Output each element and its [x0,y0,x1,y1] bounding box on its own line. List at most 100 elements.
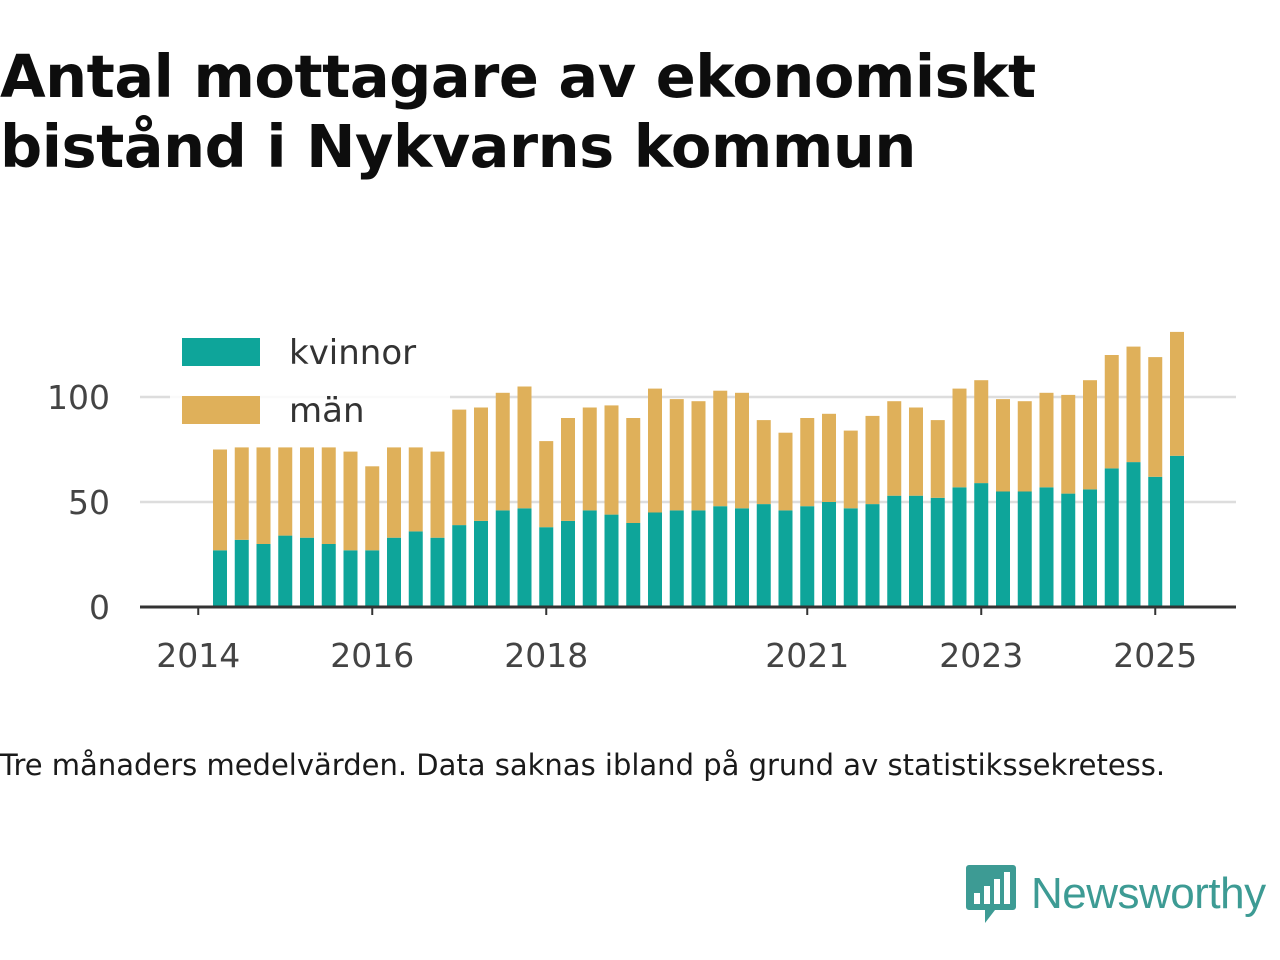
bar-kvinnor [996,491,1010,607]
bar-man [930,420,945,498]
bar-man [974,380,989,484]
brand-name: Newsworthy [1031,869,1266,918]
bar-man [234,447,249,540]
bar-kvinnor [321,544,336,607]
bar-man [909,407,923,496]
legend-swatch-man [182,396,260,424]
brand-logo: Newsworthy [965,862,1266,926]
bar-man [474,407,488,521]
bar-kvinnor [778,510,793,607]
x-tick-label: 2018 [504,636,588,675]
bar-kvinnor [452,525,467,607]
x-tick-label: 2021 [765,636,849,675]
bar-man [822,413,836,502]
bar-man [865,415,880,505]
bar-kvinnor [474,520,488,607]
bar-kvinnor [1148,476,1163,607]
bar-kvinnor [300,537,314,607]
bar-kvinnor [1083,489,1097,607]
bar-kvinnor [843,508,858,607]
bar-kvinnor [648,512,662,607]
bar-kvinnor [1126,462,1141,607]
bar-man [735,392,749,509]
bar-man [321,447,336,544]
bar-man [887,401,902,496]
bar-man [517,386,532,509]
bar-man [626,418,641,523]
y-tick-label: 50 [68,483,110,522]
bar-man [1083,380,1097,490]
x-axis-ticks: 2014 2016 2018 2021 2023 2025 [156,607,1197,675]
bar-man [343,451,358,551]
bar-kvinnor [865,504,880,607]
bar-kvinnor [213,550,227,607]
bar-man [1148,357,1163,477]
bar-kvinnor [234,539,249,607]
bar-man [713,390,728,507]
page-title: Antal mottagare av ekonomiskt bistånd i … [0,42,1036,181]
bars [213,331,1184,607]
bar-man [582,407,597,511]
bar-kvinnor [1170,455,1184,607]
bar-man [539,441,554,528]
bar-kvinnor [713,506,728,607]
y-tick-label: 100 [47,378,110,417]
bar-man [408,447,423,532]
stacked-bar-chart: 0 50 100 2014 2016 2018 2021 2023 2025 kvinnor … [47,331,1236,675]
y-axis-ticks: 0 50 100 [47,378,110,627]
bar-kvinnor [974,483,989,607]
bar-kvinnor [1039,487,1054,607]
legend-swatch-kvinnor [182,338,260,366]
bar-kvinnor [430,537,445,607]
bar-kvinnor [495,510,510,607]
bar-man [691,401,706,511]
x-tick-label: 2016 [330,636,414,675]
bar-man [387,447,401,538]
bar-man [648,388,662,513]
footnote: Tre månaders medelvärden. Data saknas ib… [0,748,1166,782]
bar-man [365,466,380,551]
bar-kvinnor [909,495,923,607]
bar-man [996,399,1010,492]
bar-kvinnor [604,514,619,607]
bar-kvinnor [691,510,706,607]
bar-man [778,432,793,511]
bar-man [430,451,445,538]
bar-kvinnor [756,504,771,607]
bar-kvinnor [952,487,967,607]
bar-kvinnor [930,497,945,607]
bar-man [278,447,293,536]
bar-man [1061,394,1076,494]
bar-kvinnor [1061,493,1076,607]
bar-kvinnor [387,537,401,607]
bar-kvinnor [887,495,902,607]
x-tick-label: 2025 [1113,636,1197,675]
bar-man [495,392,510,511]
bar-kvinnor [735,508,749,607]
x-tick-label: 2023 [939,636,1023,675]
bar-man [452,409,467,526]
bar-kvinnor [800,506,815,607]
bar-kvinnor [539,527,554,607]
bar-kvinnor [1017,491,1032,607]
bar-man [604,405,619,515]
bar-kvinnor [278,535,293,607]
bar-man [256,447,271,544]
bar-kvinnor [343,550,358,607]
legend-label-kvinnor: kvinnor [289,333,416,373]
bar-man [843,430,858,509]
bar-kvinnor [822,502,836,607]
bar-man [1104,355,1119,469]
bar-kvinnor [626,523,641,607]
bar-kvinnor [517,508,532,607]
legend-label-man: män [289,391,365,431]
bar-man [1017,401,1032,492]
bar-kvinnor [365,550,380,607]
bar-man [1039,392,1054,488]
bar-man [1170,331,1184,456]
newsworthy-logo-icon [966,865,1016,923]
bar-kvinnor [1104,468,1119,607]
bar-man [800,418,815,507]
y-tick-label: 0 [89,588,110,627]
bar-man [669,399,684,511]
